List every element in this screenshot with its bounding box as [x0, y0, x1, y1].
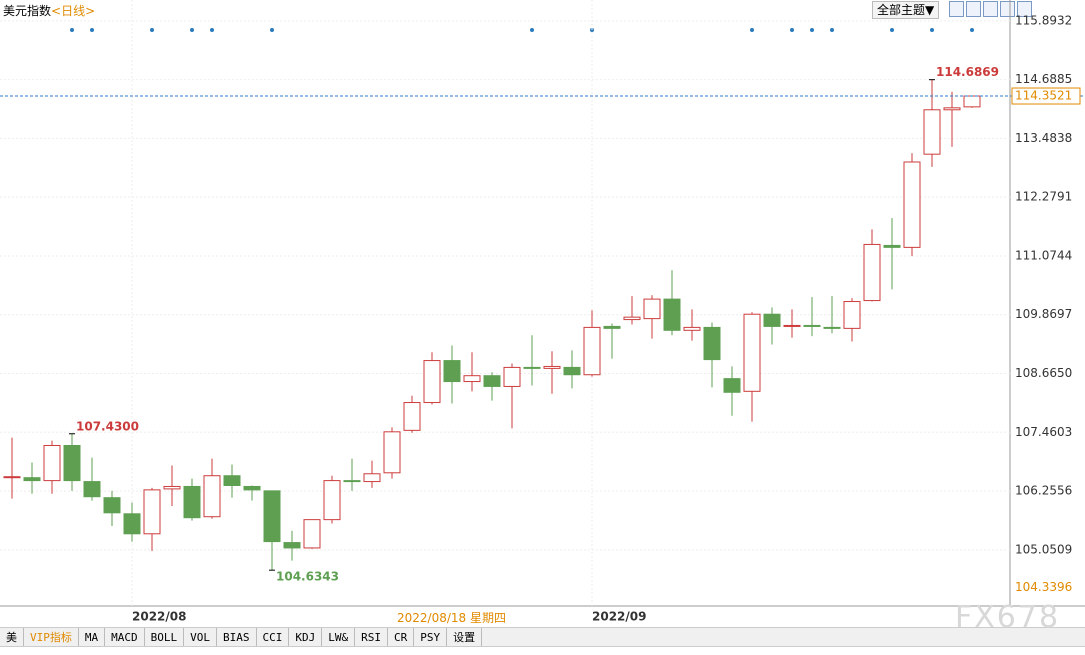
candle-body [863, 243, 881, 302]
candle-body [703, 326, 721, 361]
candle-body [683, 326, 701, 331]
candle-body [3, 476, 21, 479]
candle-body [363, 473, 381, 483]
theme-button[interactable]: 全部主题▼ [872, 1, 940, 19]
candle-body [463, 375, 481, 383]
tab[interactable]: 设置 [447, 628, 483, 646]
candle-body [23, 477, 41, 482]
candle-body [103, 497, 121, 514]
candle-body [963, 95, 981, 108]
x-tick-label: 2022/09 [592, 610, 646, 624]
candle-body [323, 480, 341, 521]
candle-body [743, 313, 761, 392]
annotation-label: 114.6869 [936, 65, 999, 79]
indicator-tabs: 美 VIP指标 MA MACD BOLL VOL BIAS CCI KDJ LW& RSI CR PSY… [0, 627, 1085, 647]
candle-body [83, 481, 101, 498]
candle-body [123, 513, 141, 535]
y-tick-label: 105.0509 [1015, 542, 1072, 556]
tab[interactable]: VOL [184, 628, 217, 646]
tab[interactable]: MA [79, 628, 106, 646]
candle-body [143, 489, 161, 535]
candle-body [643, 298, 661, 320]
candle-body [603, 325, 621, 329]
y-tick-label: 112.2791 [1015, 190, 1072, 204]
y-tick-label: 115.8932 [1015, 13, 1072, 27]
y-tick-label: 113.4838 [1015, 131, 1072, 145]
candle-body [423, 360, 441, 404]
tab[interactable]: RSI [355, 628, 388, 646]
watermark: FX678 [955, 600, 1061, 635]
event-markers [70, 28, 974, 32]
last-price-label: 114.3521 [1015, 89, 1072, 103]
crosshair-label: 2022/08/18 星期四 [397, 611, 506, 625]
header: 美元指数<日线> [3, 2, 95, 19]
icon[interactable] [1000, 1, 1015, 17]
tab[interactable]: KDJ [289, 628, 323, 646]
candle-body [883, 244, 901, 248]
icon[interactable] [966, 1, 981, 17]
candle-body [823, 326, 841, 329]
candle-body [243, 485, 261, 491]
candle-body [43, 444, 61, 482]
candle-body [303, 519, 321, 549]
candle-body [283, 542, 301, 549]
period[interactable]: <日线> [51, 4, 96, 18]
annotation-label: 104.6343 [276, 570, 339, 584]
candle-body [843, 301, 861, 329]
y-tick-label: 106.2556 [1015, 484, 1072, 498]
y-tick-label: 108.6650 [1015, 366, 1072, 380]
candle-body [203, 475, 221, 518]
y-tick-label: 107.4603 [1015, 425, 1072, 439]
candle-body [403, 402, 421, 431]
tab[interactable]: VIP指标 [24, 628, 79, 646]
candle-body [383, 431, 401, 474]
annotation-label: 107.4300 [76, 419, 139, 433]
tab[interactable]: BOLL [145, 628, 185, 646]
candle-body [223, 475, 241, 486]
toolbar-icons [949, 1, 1032, 17]
candle-body [783, 324, 801, 327]
candle-body [163, 485, 181, 490]
y-tick-label: 111.0744 [1015, 248, 1072, 262]
tab[interactable]: 美 [0, 628, 24, 646]
candle-body [923, 109, 941, 155]
tab[interactable]: MACD [105, 628, 145, 646]
icon[interactable] [1017, 1, 1032, 17]
candle-body [723, 378, 741, 393]
tab[interactable]: CR [388, 628, 415, 646]
candle-body [623, 316, 641, 321]
icon[interactable] [983, 1, 998, 17]
candle-body [343, 480, 361, 483]
candle-body [943, 107, 961, 111]
last-price-box [1011, 87, 1081, 105]
candle-body [63, 444, 81, 482]
candle-body [483, 375, 501, 387]
candle-body [503, 366, 521, 387]
candle-body [803, 324, 821, 327]
candle-body [263, 490, 281, 543]
icon[interactable] [949, 1, 964, 17]
candle-body [903, 161, 921, 248]
x-tick-label: 2022/08 [132, 610, 186, 624]
candle-body [663, 298, 681, 331]
candle-body [183, 485, 201, 519]
candle-body [523, 366, 541, 369]
tab[interactable]: BIAS [217, 628, 257, 646]
tab[interactable]: PSY [414, 628, 448, 646]
candle-body [543, 365, 561, 369]
title: 美元指数 [3, 4, 52, 18]
y-tick-label: 109.8697 [1015, 307, 1072, 321]
tab[interactable]: CCI [257, 628, 290, 646]
tab[interactable]: LW& [322, 628, 356, 646]
min-price-label: 104.3396 [1015, 580, 1072, 594]
candle-body [583, 326, 601, 376]
candle-body [763, 313, 781, 327]
candle-body [443, 360, 461, 383]
chart: 115.8932 114.6885 113.4838 112.2791 111.0744… [0, 0, 1085, 624]
candle-body [563, 366, 581, 376]
y-tick-label: 114.6885 [1015, 72, 1072, 86]
